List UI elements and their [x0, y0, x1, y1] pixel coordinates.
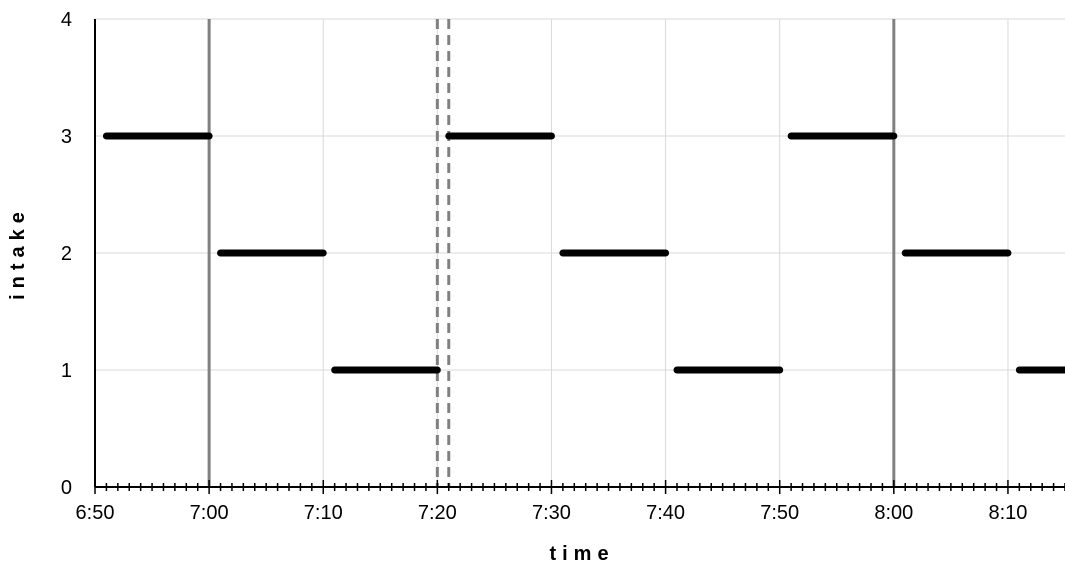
y-tick-label: 3 [61, 126, 72, 148]
x-tick-label: 8:10 [988, 502, 1027, 524]
x-axis-title: time [549, 543, 614, 565]
x-tick-label: 7:50 [760, 502, 799, 524]
tick-labels: 6:50 7:00 7:10 7:20 7:30 7:40 7:50 8:00 8:10 0 1 2 3… [61, 9, 1028, 524]
x-tick-label: 7:40 [646, 502, 685, 524]
y-tick-label: 4 [61, 9, 72, 31]
x-tick-label: 6:50 [76, 502, 115, 524]
x-tick-label: 7:30 [532, 502, 571, 524]
y-tick-label: 0 [61, 477, 72, 499]
intake-series [102, 132, 1065, 374]
x-tick-label: 8:00 [874, 502, 913, 524]
x-tick-label: 7:10 [304, 502, 343, 524]
x-tick-label: 7:20 [418, 502, 457, 524]
y-axis-title: intake [7, 206, 29, 300]
y-tick-label: 1 [61, 360, 72, 382]
y-tick-label: 2 [61, 243, 72, 265]
x-tick-label: 7:00 [190, 502, 229, 524]
vertical-markers [207, 19, 896, 487]
axes [94, 19, 1065, 494]
